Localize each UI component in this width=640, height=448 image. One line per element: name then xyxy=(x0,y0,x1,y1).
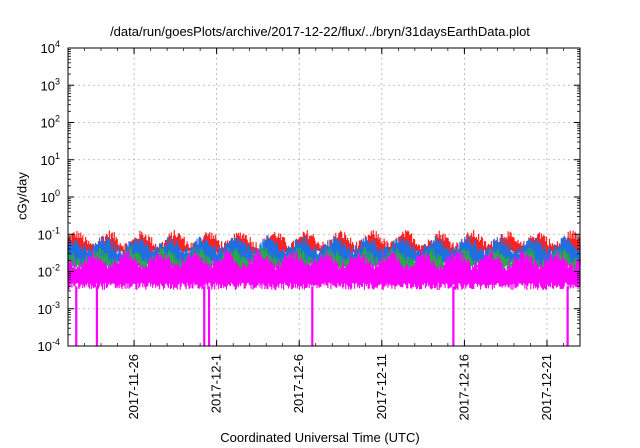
y-tick-label: 100 xyxy=(41,188,60,205)
series-layer xyxy=(67,230,581,346)
x-axis-label: Coordinated Universal Time (UTC) xyxy=(220,430,420,445)
y-tick-label: 10-4 xyxy=(38,337,60,354)
x-tick-label: 2017-12-6 xyxy=(291,354,306,413)
chart-title: /data/run/goesPlots/archive/2017-12-22/f… xyxy=(110,24,530,39)
x-tick-label: 2017-12-1 xyxy=(209,354,224,413)
x-tick-label: 2017-12-11 xyxy=(374,354,389,420)
y-tick-label: 104 xyxy=(41,39,60,56)
y-tick-label: 103 xyxy=(41,76,60,93)
axes xyxy=(67,47,581,347)
y-axis-label: cGy/day xyxy=(14,172,30,220)
y-tick-label: 101 xyxy=(41,151,60,168)
y-tick-label: 10-3 xyxy=(38,300,60,317)
grid-lines xyxy=(68,48,580,346)
x-tick-label: 2017-12-16 xyxy=(456,354,471,421)
x-tick-label: 2017-11-26 xyxy=(126,354,141,420)
y-tick-label: 10-1 xyxy=(38,225,60,242)
x-tick-label: 2017-12-21 xyxy=(539,354,554,421)
y-tick-label: 10-2 xyxy=(38,263,60,280)
plot-frame xyxy=(67,47,581,347)
y-tick-label: 102 xyxy=(41,114,60,131)
tick-labels: 10-4 10-3 10-2 10-1 100 101 102 103 104 2017-11-2… xyxy=(38,39,554,421)
